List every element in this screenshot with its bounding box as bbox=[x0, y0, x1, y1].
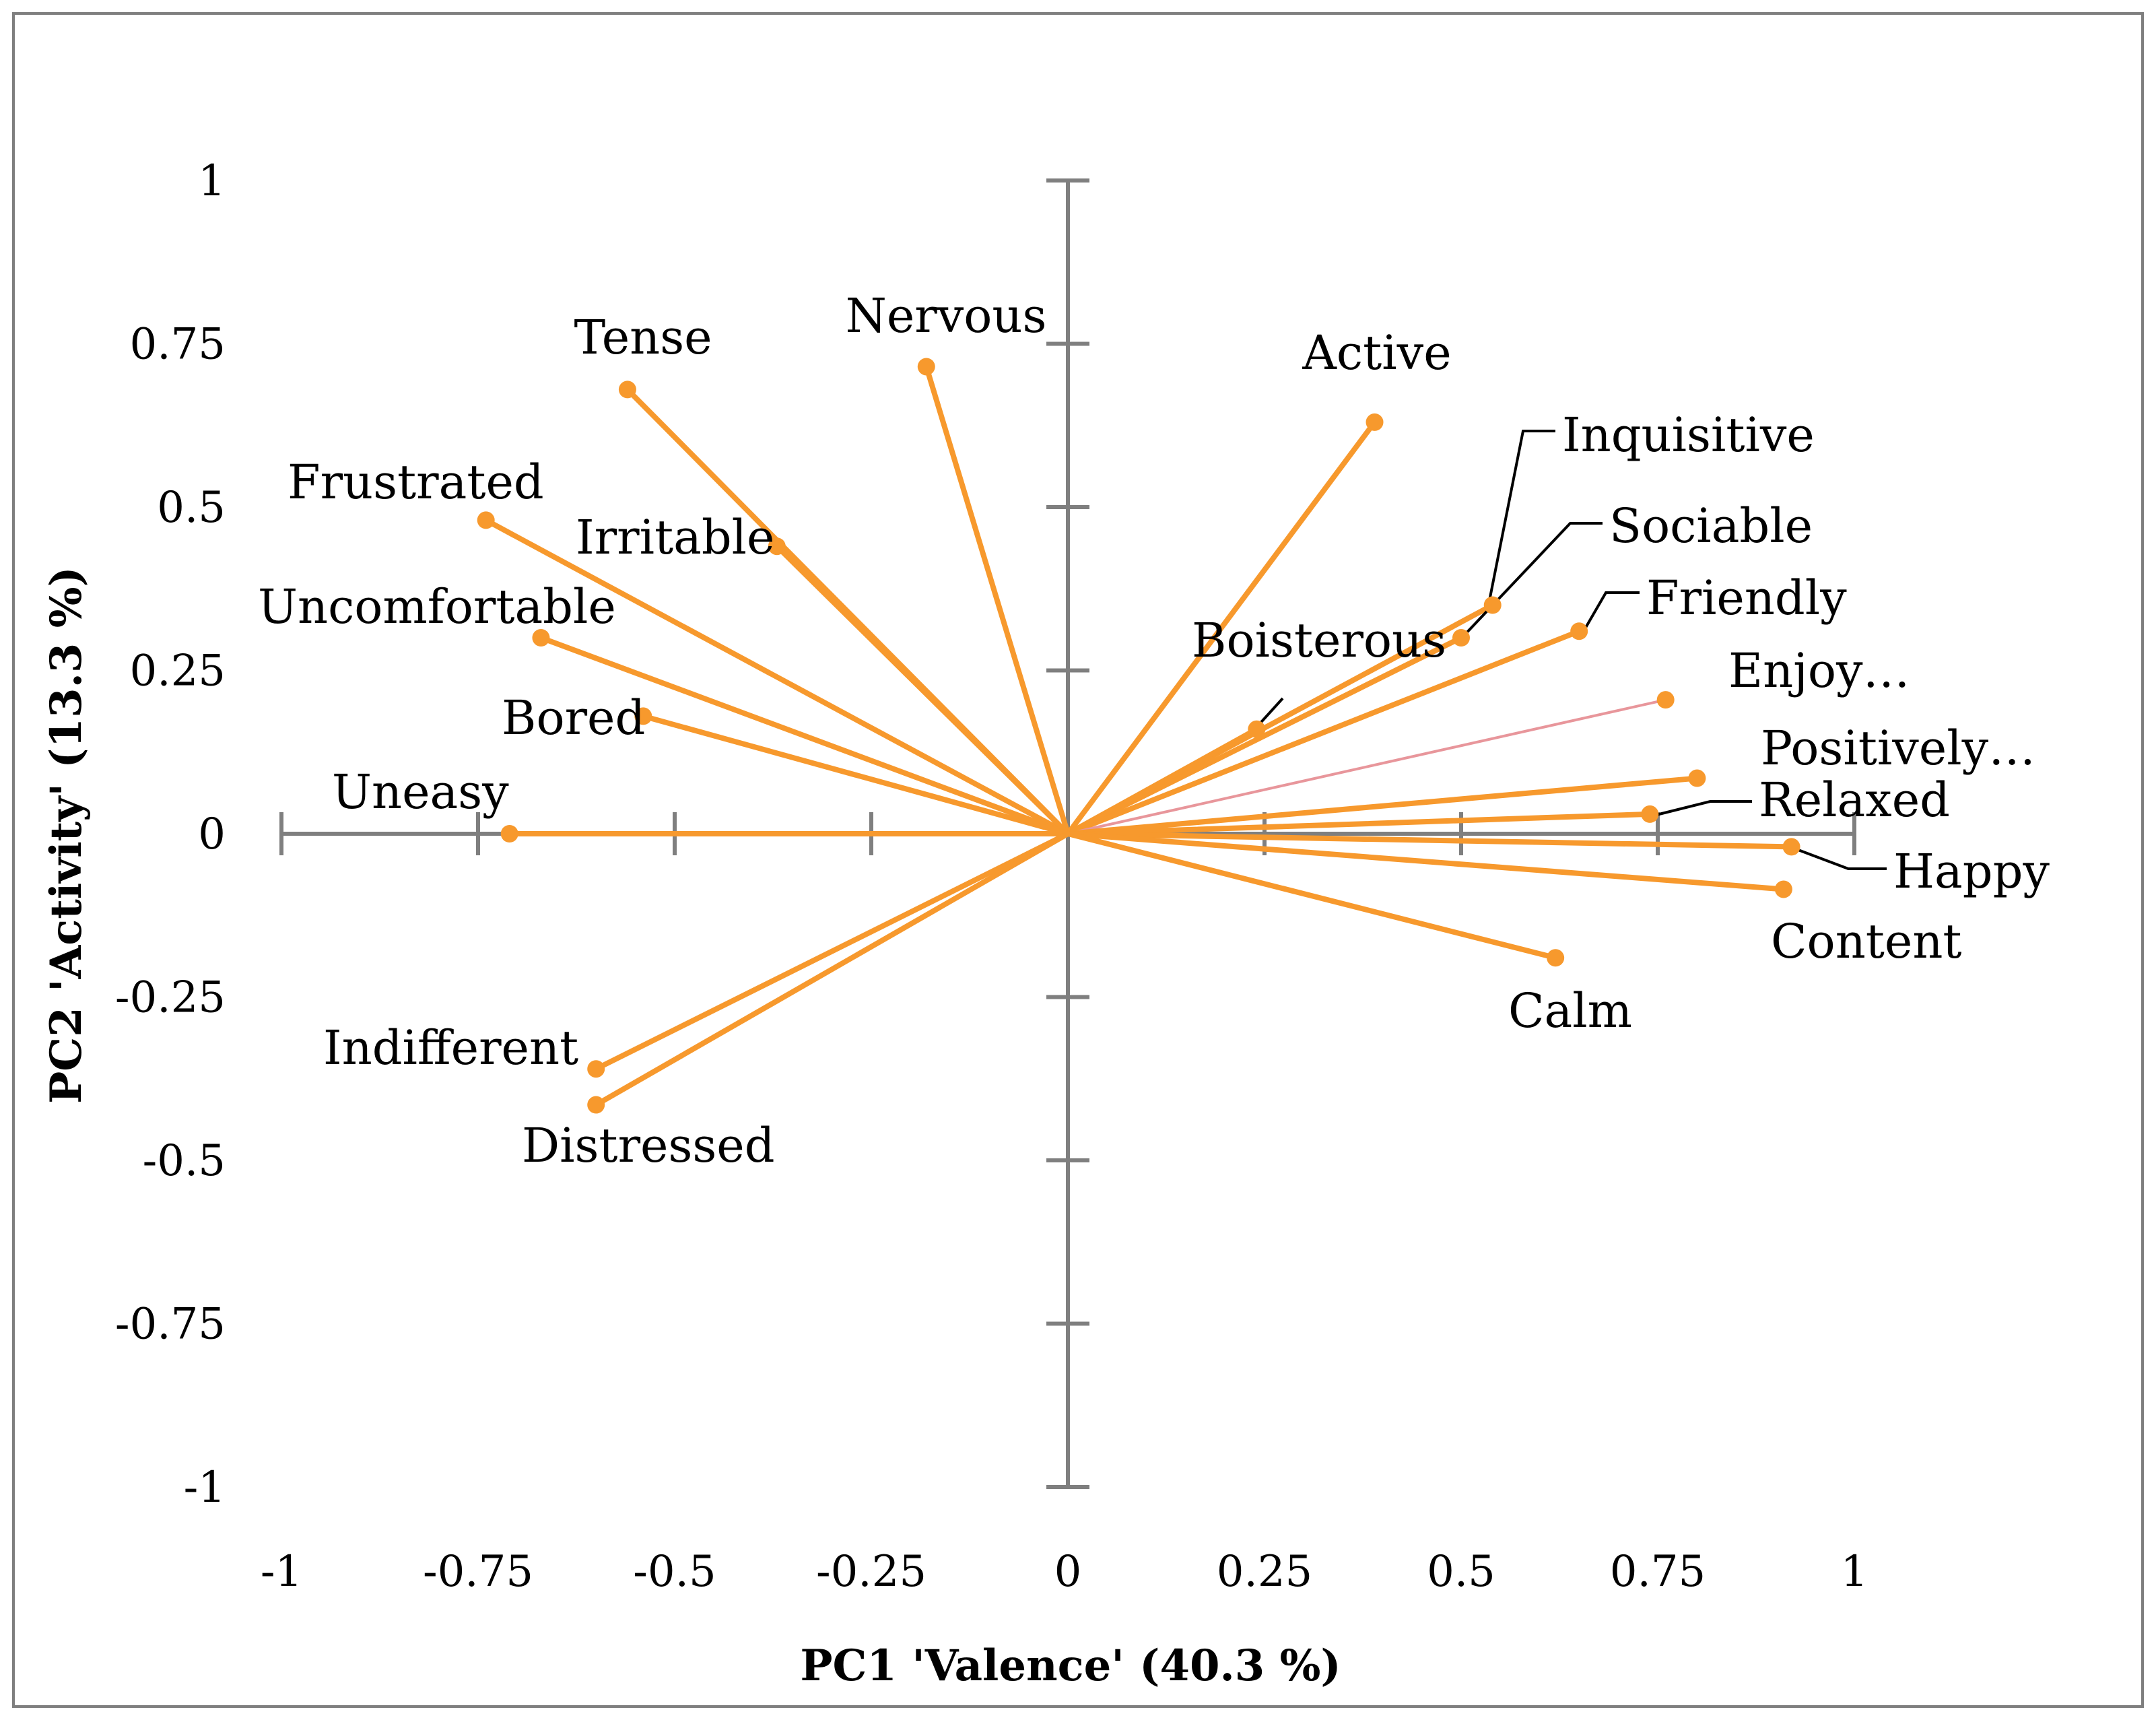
y-tick-label: -1 bbox=[184, 1463, 226, 1513]
label-calm: Calm bbox=[1508, 983, 1632, 1038]
leader-relaxed bbox=[1650, 800, 1752, 818]
y-tick-label: 0.75 bbox=[130, 320, 226, 370]
point-content bbox=[1774, 880, 1792, 898]
vector-calm bbox=[1065, 831, 1559, 961]
vector-uncomfortable bbox=[538, 635, 1071, 836]
vector-nervous bbox=[923, 364, 1071, 836]
vector-happy bbox=[1065, 831, 1794, 850]
y-axis-title: PC2 'Activity' (13.3 %) bbox=[41, 566, 92, 1104]
vector-distressed bbox=[593, 831, 1071, 1108]
point-happy bbox=[1782, 838, 1800, 856]
y-tick-label: 0.5 bbox=[157, 483, 226, 533]
x-tick-labels: -1 -0.75 -0.5 -0.25 0 0.25 0.5 0.75 1 bbox=[261, 1547, 1868, 1597]
vector-content bbox=[1065, 831, 1786, 892]
leader-inquisitive bbox=[1487, 430, 1555, 608]
y-tick-labels: 1 0.75 0.5 0.25 0 -0.25 -0.5 -0.75 -1 bbox=[115, 156, 226, 1513]
x-axis-title: PC1 'Valence' (40.3 %) bbox=[800, 1641, 1341, 1691]
point-inquisitive bbox=[1483, 596, 1502, 614]
x-tick-label: 0.5 bbox=[1427, 1547, 1495, 1597]
vector-positively bbox=[1065, 775, 1700, 836]
point-active bbox=[1366, 413, 1384, 431]
label-uneasy: Uneasy bbox=[332, 764, 509, 820]
y-tick-label: -0.25 bbox=[115, 973, 226, 1023]
y-tick-label: 1 bbox=[198, 156, 226, 206]
point-enjoy bbox=[1656, 691, 1675, 709]
vectors bbox=[483, 364, 1794, 1108]
leader-friendly bbox=[1582, 591, 1640, 632]
point-irritable bbox=[768, 537, 786, 556]
y-tick-label: 0.25 bbox=[130, 647, 226, 696]
point-relaxed bbox=[1641, 805, 1659, 823]
point-positively bbox=[1688, 769, 1706, 787]
label-enjoy: Enjoy… bbox=[1728, 643, 1910, 698]
vector-friendly bbox=[1065, 628, 1582, 836]
y-tick-label: -0.5 bbox=[143, 1136, 226, 1186]
x-tick-label: 0.25 bbox=[1217, 1547, 1313, 1597]
label-friendly: Friendly bbox=[1646, 570, 1847, 626]
chart-frame bbox=[12, 12, 2144, 1708]
point-frustrated bbox=[477, 511, 495, 529]
label-frustrated: Frustrated bbox=[288, 455, 544, 510]
point-calm bbox=[1547, 949, 1565, 967]
y-tick-label: 0 bbox=[198, 809, 226, 859]
label-inquisitive: Inquisitive bbox=[1562, 407, 1815, 463]
vector-enjoy bbox=[1067, 698, 1667, 835]
x-tick-label: -1 bbox=[261, 1547, 302, 1597]
vector-relaxed bbox=[1065, 811, 1653, 836]
point-indifferent bbox=[587, 1060, 605, 1078]
label-relaxed: Relaxed bbox=[1759, 772, 1950, 828]
point-nervous bbox=[917, 358, 935, 376]
vector-frustrated bbox=[483, 517, 1071, 836]
label-active: Active bbox=[1302, 325, 1451, 381]
point-bored bbox=[634, 707, 652, 725]
point-uneasy bbox=[500, 825, 518, 842]
point-uncomfortable bbox=[532, 629, 550, 647]
x-tick-label: -0.75 bbox=[423, 1547, 533, 1597]
x-tick-label: 0.75 bbox=[1610, 1547, 1706, 1597]
vector-active bbox=[1065, 419, 1378, 836]
point-tense bbox=[618, 381, 636, 399]
point-labels: Tense Nervous Active Inquisitive Sociable Fri… bbox=[258, 288, 2050, 1173]
label-nervous: Nervous bbox=[846, 288, 1047, 343]
label-uncomfortable: Uncomfortable bbox=[258, 579, 616, 634]
point-sociable bbox=[1452, 629, 1470, 647]
vector-irritable bbox=[774, 543, 1071, 836]
points bbox=[477, 358, 1800, 1114]
vector-bored bbox=[640, 713, 1071, 836]
label-distressed: Distressed bbox=[522, 1118, 775, 1173]
vector-boisterous bbox=[1065, 726, 1260, 836]
x-tick-label: -0.25 bbox=[816, 1547, 927, 1597]
label-indifferent: Indifferent bbox=[323, 1020, 578, 1076]
label-happy: Happy bbox=[1893, 844, 2050, 899]
y-tick-label: -0.75 bbox=[115, 1300, 226, 1350]
label-tense: Tense bbox=[574, 310, 712, 365]
vector-indifferent bbox=[593, 831, 1071, 1072]
point-friendly bbox=[1570, 622, 1588, 640]
label-bored: Bored bbox=[502, 690, 645, 746]
leader-happy bbox=[1790, 846, 1887, 870]
label-content: Content bbox=[1771, 914, 1962, 969]
label-boisterous: Boisterous bbox=[1192, 613, 1446, 668]
label-positively: Positively… bbox=[1761, 721, 2035, 776]
x-tick-label: 1 bbox=[1841, 1547, 1868, 1597]
vector-sociable bbox=[1065, 635, 1464, 836]
label-irritable: Irritable bbox=[576, 510, 774, 565]
x-tick-label: -0.5 bbox=[633, 1547, 716, 1597]
x-tick-label: 0 bbox=[1054, 1547, 1082, 1597]
point-boisterous bbox=[1248, 720, 1266, 738]
point-distressed bbox=[587, 1096, 605, 1114]
label-sociable: Sociable bbox=[1609, 498, 1813, 554]
